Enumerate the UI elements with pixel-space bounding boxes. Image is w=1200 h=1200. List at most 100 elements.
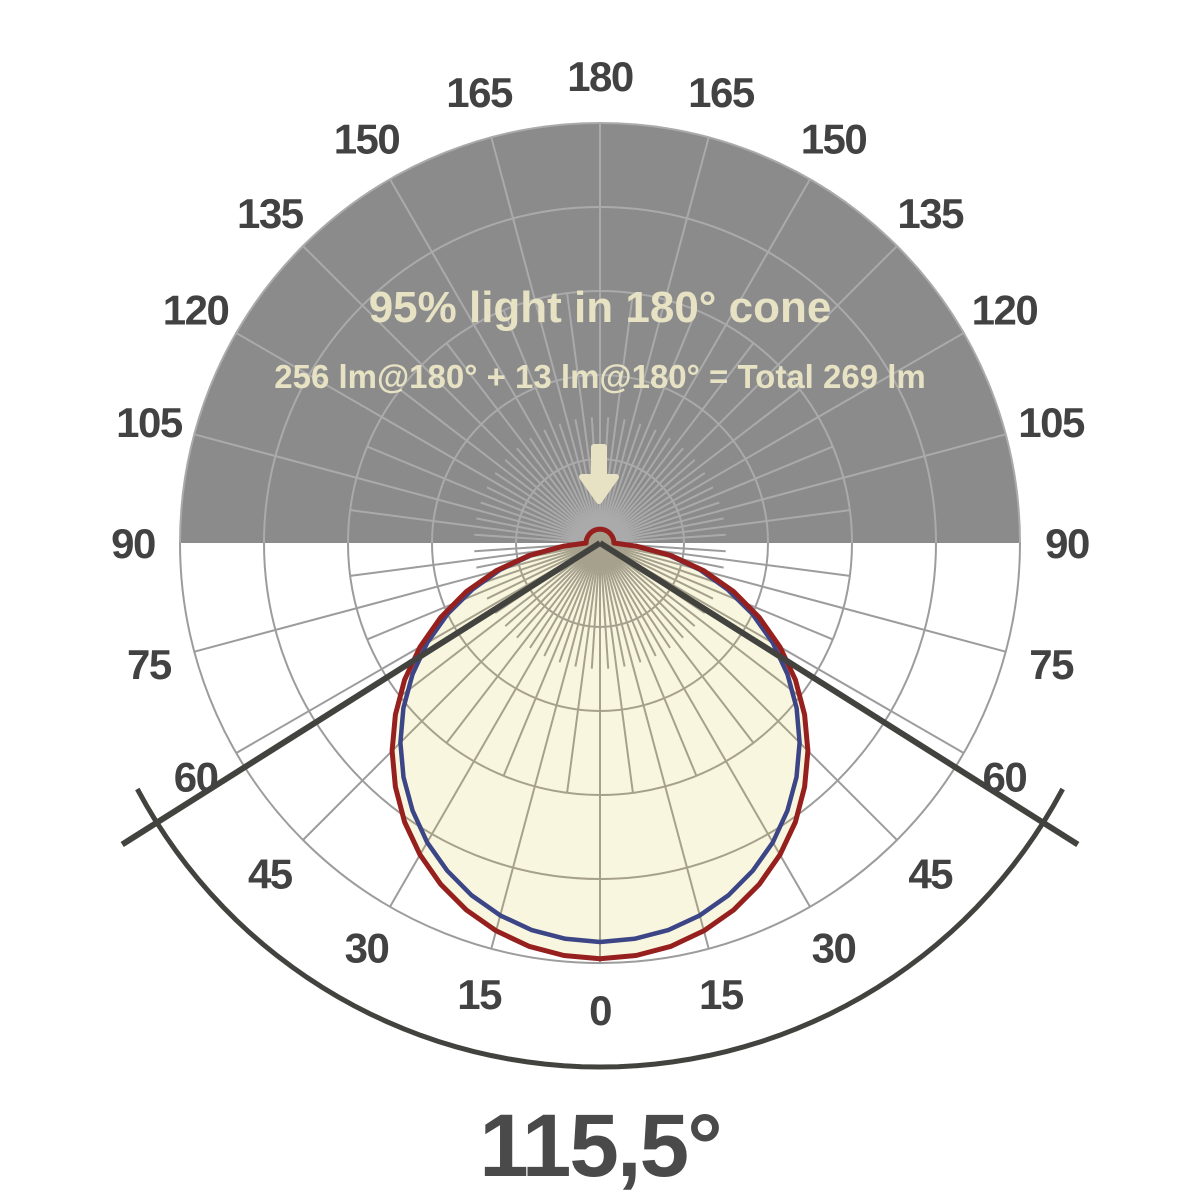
grid-spoke <box>599 542 610 669</box>
grid-spoke <box>392 542 601 841</box>
angle-tick-label: 30 <box>345 925 389 972</box>
grid-spoke <box>599 501 720 543</box>
lumen-summary-annotation: 256 lm@180° + 13 lm@180° = Total 269 lm <box>274 358 926 395</box>
grid-spoke <box>392 542 601 908</box>
grid-spoke <box>599 542 657 657</box>
grid-spoke <box>445 542 601 744</box>
beam-angle-arc <box>135 787 1065 1070</box>
grid-spoke <box>599 542 626 667</box>
angle-tick-label: 75 <box>1029 641 1074 688</box>
grid-spoke <box>599 342 755 543</box>
grid-spoke <box>599 332 965 543</box>
angle-tick-label: 90 <box>111 520 155 567</box>
grid-spoke <box>194 433 601 543</box>
angle-tick-label: 15 <box>457 971 502 1018</box>
angle-tick-label: 105 <box>116 399 183 446</box>
angle-tick-label: 0 <box>589 987 611 1034</box>
grid-spoke <box>599 437 671 543</box>
angle-tick-label: 120 <box>972 287 1038 334</box>
downlight-arrow-icon <box>579 444 619 504</box>
grid-spoke <box>599 293 634 543</box>
grid-spoke <box>543 542 601 657</box>
grid-spoke <box>558 423 601 543</box>
angle-tick-label: 135 <box>237 190 304 237</box>
grid-spoke <box>599 447 684 543</box>
grid-spoke <box>399 542 601 698</box>
grid-spoke <box>599 245 898 543</box>
grid-spoke <box>516 447 601 543</box>
grid-spoke <box>480 501 601 543</box>
angle-tick-label: 180 <box>567 53 633 100</box>
angle-tick-label: 150 <box>801 116 867 163</box>
grid-spoke <box>490 542 601 949</box>
angle-tick-label: 30 <box>812 925 856 972</box>
polar-grid <box>179 122 1021 543</box>
beam-angle-value-label: 115,5° <box>479 1095 722 1195</box>
grid-spoke <box>350 509 601 543</box>
grid-spoke <box>516 542 601 639</box>
intensity-curve-blue <box>398 540 802 945</box>
grid-spoke <box>599 459 696 543</box>
grid-spoke <box>480 542 601 585</box>
angle-tick-label: 45 <box>248 850 293 897</box>
grid-spoke <box>599 542 684 639</box>
grid-spoke <box>504 542 601 627</box>
angle-tick-label: 90 <box>1045 520 1089 567</box>
beam-angle-line <box>120 540 602 848</box>
grid-spoke <box>599 309 698 543</box>
grid-spoke <box>399 388 601 543</box>
grid-spoke <box>599 472 706 543</box>
grid-spoke <box>599 445 834 543</box>
angle-tick-label: 60 <box>983 754 1027 801</box>
angle-tick-label: 105 <box>1018 399 1085 446</box>
angle-tick-label: 75 <box>127 641 172 688</box>
grid-spoke <box>599 486 714 543</box>
grid-spoke <box>476 517 601 543</box>
grid-spoke <box>599 542 801 698</box>
grid-spoke <box>502 309 601 543</box>
angle-tick-label: 60 <box>174 754 218 801</box>
grid-spoke <box>599 542 808 908</box>
angle-tick-label: 165 <box>688 69 755 116</box>
grid-spoke <box>599 542 698 777</box>
grid-spoke <box>599 542 642 663</box>
grid-spoke <box>543 429 601 543</box>
grid-spoke <box>574 542 601 667</box>
grid-spoke <box>599 542 808 841</box>
grid-spoke <box>566 542 601 793</box>
grid-spoke <box>590 542 601 669</box>
grid-spoke <box>486 486 601 543</box>
grid-spoke <box>599 178 811 543</box>
grid-spoke <box>599 542 720 585</box>
grid-spoke <box>599 433 1006 543</box>
angle-tick-label: 15 <box>699 971 744 1018</box>
grid-spoke <box>366 445 601 543</box>
angle-tick-label: 45 <box>908 850 953 897</box>
grid-spoke <box>235 332 601 543</box>
grid-spoke <box>599 542 755 744</box>
grid-spoke <box>599 542 710 949</box>
grid-spoke <box>445 342 601 543</box>
angle-tick-label: 120 <box>163 287 229 334</box>
grid-spoke <box>494 472 601 543</box>
grid-spoke <box>599 517 724 543</box>
angle-tick-label: 150 <box>334 116 400 163</box>
grid-spoke <box>302 245 601 543</box>
beam-angle-line <box>598 540 1080 848</box>
grid-spoke <box>558 542 601 663</box>
grid-spoke <box>504 459 601 543</box>
cone-title-annotation: 95% light in 180° cone <box>368 283 832 332</box>
grid-spoke <box>599 542 634 793</box>
grid-spoke <box>599 542 671 649</box>
intensity-curve-red <box>389 526 811 962</box>
grid-spoke <box>502 542 601 777</box>
grid-spoke <box>389 178 601 543</box>
grid-spoke <box>599 542 696 627</box>
grid-spoke <box>529 542 601 649</box>
grid-spoke <box>566 293 601 543</box>
grid-spoke <box>599 429 657 543</box>
grid-spoke <box>599 509 850 543</box>
grid-spoke <box>599 423 642 543</box>
